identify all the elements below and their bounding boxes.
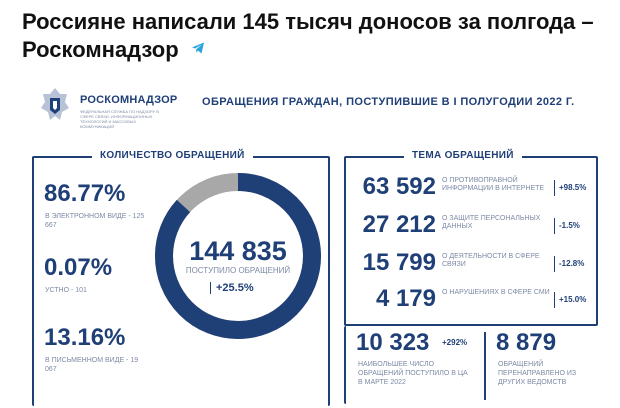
peak-month-value: 10 323: [356, 329, 430, 356]
topic-value: 63 592: [362, 173, 436, 200]
count-panel-title: КОЛИЧЕСТВО ОБРАЩЕНИЙ: [92, 150, 253, 161]
ring-electronic-segment: [155, 173, 321, 339]
topic-change: -1.5%: [554, 218, 580, 234]
peak-month-change: +292%: [442, 338, 468, 347]
topic-value: 4 179: [375, 285, 436, 312]
topic-value: 27 212: [362, 211, 436, 238]
bottom-stats-panel: [344, 326, 596, 404]
brand-subtitle: ФЕДЕРАЛЬНАЯ СЛУЖБА ПО НАДЗОРУ В СФЕРЕ СВ…: [80, 109, 159, 129]
topics-panel-title: ТЕМА ОБРАЩЕНИЙ: [404, 150, 522, 161]
document-title: ОБРАЩЕНИЯ ГРАЖДАН, ПОСТУПИВШИЕ В I ПОЛУГ…: [202, 96, 575, 108]
written-percent: 13.16%: [44, 324, 126, 351]
oral-percent: 0.07%: [44, 254, 113, 281]
share-ring: [155, 173, 321, 339]
count-panel: КОЛИЧЕСТВО ОБРАЩЕНИЙ 86.77% В ЭЛЕКТРОННО…: [32, 150, 330, 406]
peak-month-label: НАИБОЛЬШЕЕ ЧИСЛО ОБРАЩЕНИЙ ПОСТУПИЛО В Ц…: [358, 361, 468, 386]
electronic-percent: 86.77%: [44, 180, 126, 207]
topic-value: 15 799: [362, 249, 436, 276]
brand-name: РОСКОМНАДЗОР: [80, 94, 178, 106]
redirected-label: ОБРАЩЕНИЙ ПЕРЕНАПРАВЛЕНО ИЗ ДРУГИХ ВЕДОМ…: [498, 361, 577, 386]
emblem-icon: [41, 88, 69, 120]
headline-text: Россияне написали 145 тысяч доносов за п…: [22, 9, 594, 62]
total-requests-label: ПОСТУПИЛО ОБРАЩЕНИЙ: [185, 266, 291, 275]
topics-panel: ТЕМА ОБРАЩЕНИЙ 63 592 О ПРОТИВОПРАВНОЙ И…: [344, 150, 598, 326]
telegram-icon[interactable]: [191, 41, 205, 55]
topic-change: +15.0%: [554, 292, 586, 308]
oral-label: УСТНО - 101: [45, 287, 87, 294]
written-label: В ПИСЬМЕННОМ ВИДЕ - 19 067: [45, 357, 139, 373]
topic-change: +98.5%: [554, 180, 586, 196]
topic-label: О ПРОТИВОПРАВНОЙ ИНФОРМАЦИИ В ИНТЕРНЕТЕ: [442, 177, 545, 192]
total-change: +25.5%: [210, 282, 254, 294]
topic-change: -12.8%: [554, 256, 584, 272]
topic-label: О ЗАЩИТЕ ПЕРСОНАЛЬНЫХ ДАННЫХ: [442, 215, 541, 230]
bottom-divider: [484, 332, 486, 400]
topic-label: О НАРУШЕНИЯХ В СФЕРЕ СМИ: [442, 289, 550, 296]
total-requests: 144 835: [189, 236, 287, 266]
electronic-label: В ЭЛЕКТРОННОМ ВИДЕ - 125 667: [45, 213, 145, 229]
topic-label: О ДЕЯТЕЛЬНОСТИ В СФЕРЕ СВЯЗИ: [442, 253, 540, 268]
redirected-value: 8 879: [496, 329, 557, 356]
headline: Россияне написали 145 тысяч доносов за п…: [22, 8, 612, 64]
infographic-card: РОСКОМНАДЗОР ФЕДЕРАЛЬНАЯ СЛУЖБА ПО НАДЗО…: [22, 86, 600, 406]
